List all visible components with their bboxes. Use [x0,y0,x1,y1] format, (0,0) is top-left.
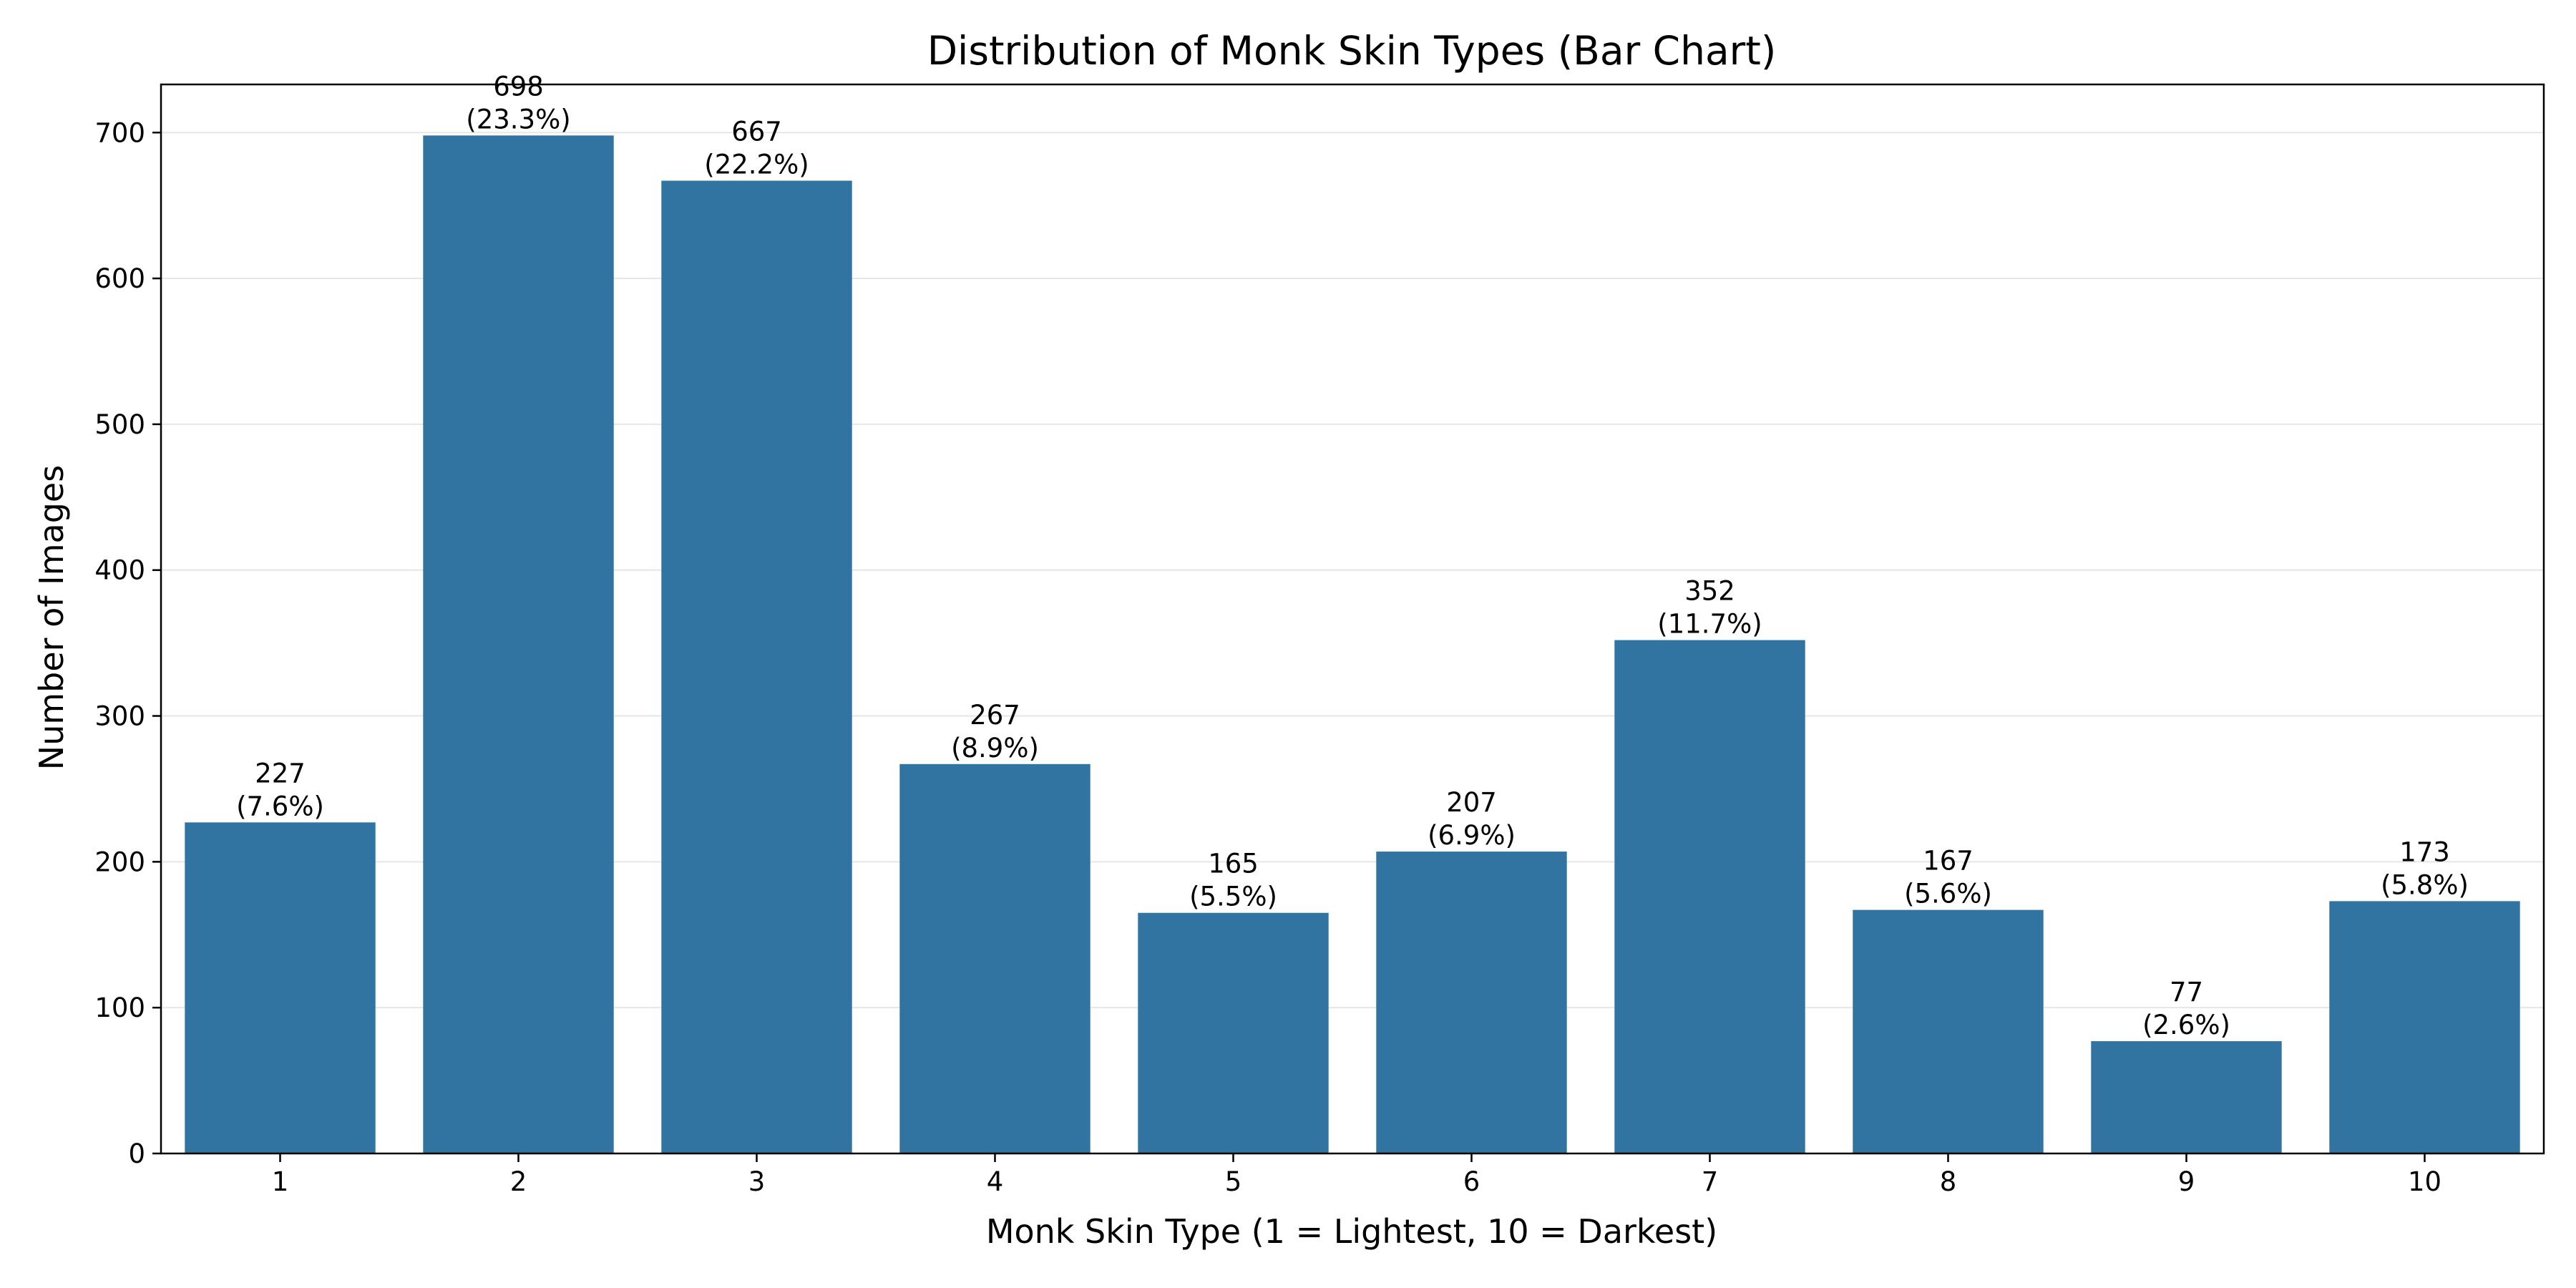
y-axis-label: Number of Images [32,465,71,770]
bar-percent-label: (5.6%) [1904,879,1992,909]
y-axis-ticks: 0 100 200 300 400 500 600 700 [94,117,161,1169]
y-tick-label: 0 [128,1138,145,1169]
chart-title: Distribution of Monk Skin Types (Bar Cha… [927,28,1777,74]
bar-10 [2329,901,2520,1153]
bar-8 [1853,909,2044,1153]
x-tick-label: 2 [510,1166,527,1197]
bar-percent-label: (11.7%) [1657,609,1762,640]
bar-value-label: 267 [970,700,1020,731]
bar-7 [1614,640,1805,1153]
bar-value-label: 352 [1684,576,1735,607]
bar-value-label: 667 [731,117,782,147]
y-tick-label: 200 [94,847,145,877]
y-tick-label: 700 [94,117,145,148]
bar-2 [423,135,614,1154]
x-tick-label: 4 [987,1166,1004,1197]
bar-percent-label: (6.9%) [1428,820,1516,851]
bar-value-label: 77 [2170,977,2203,1008]
x-tick-label: 9 [2178,1166,2195,1197]
bar-percent-label: (8.9%) [951,733,1039,763]
data-labels: 227(7.6%) 698(23.3%) 667(22.2%) 267(8.9%) 16… [236,71,2469,1040]
bars [185,135,2520,1154]
plot-frame [160,83,2545,1155]
y-tick-label: 500 [94,409,145,440]
bar-percent-label: (22.2%) [704,150,809,180]
x-tick-label: 6 [1463,1166,1480,1197]
x-tick-label: 1 [272,1166,289,1197]
bar-1 [185,822,376,1153]
x-axis-ticks: 1 2 3 4 5 6 7 8 9 10 [272,1153,2441,1197]
y-tick-label: 600 [94,263,145,294]
bar-value-label: 173 [2399,836,2450,867]
bar-value-label: 167 [1923,846,1974,877]
bar-percent-label: (2.6%) [2142,1010,2230,1040]
x-axis-label: Monk Skin Type (1 = Lightest, 10 = Darke… [986,1212,1717,1251]
x-tick-label: 10 [2408,1166,2441,1197]
x-tick-label: 8 [1940,1166,1957,1197]
x-tick-label: 3 [748,1166,766,1197]
bar-percent-label: (5.5%) [1189,882,1277,912]
y-tick-label: 100 [94,992,145,1023]
bar-4 [899,763,1091,1153]
bar-value-label: 165 [1208,849,1259,879]
y-tick-label: 300 [94,701,145,732]
bar-percent-label: (5.8%) [2381,869,2469,900]
bar-value-label: 227 [255,758,306,789]
bar-percent-label: (7.6%) [236,791,324,821]
bar-percent-label: (23.3%) [466,104,570,135]
y-tick-label: 400 [94,555,145,586]
bar-6 [1376,852,1567,1153]
bar-3 [661,180,852,1154]
bar-value-label: 207 [1446,787,1497,818]
x-tick-label: 7 [1702,1166,1719,1197]
x-tick-label: 5 [1225,1166,1242,1197]
bar-5 [1138,912,1329,1153]
bar-9 [2091,1041,2282,1153]
bar-value-label: 698 [493,71,544,102]
